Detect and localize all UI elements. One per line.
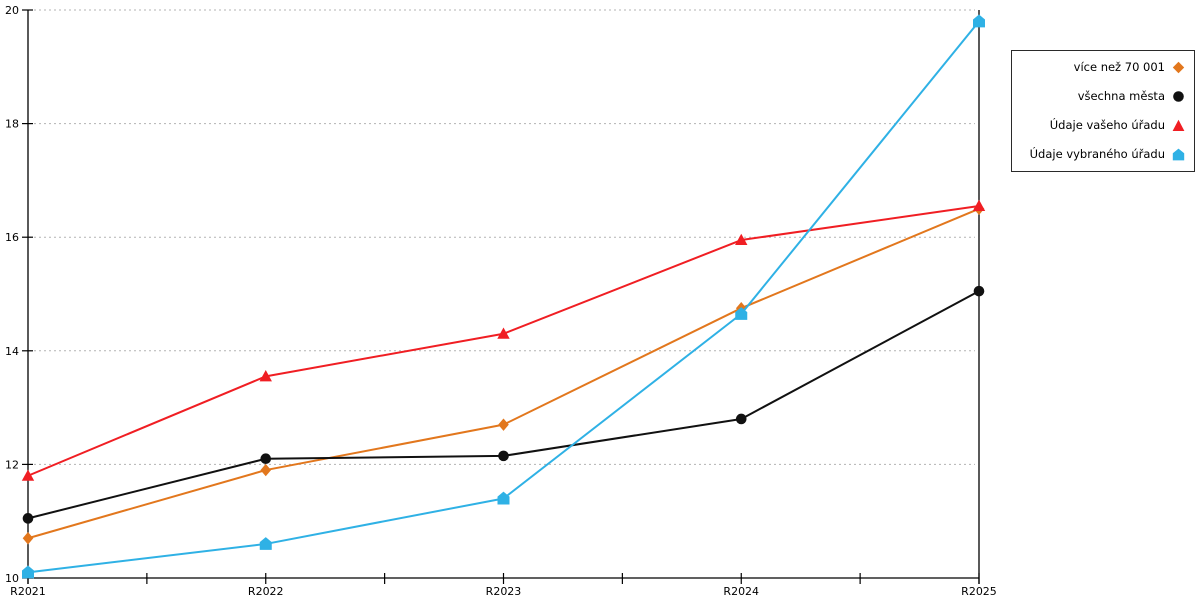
legend-item-vsechna-mesta: všechna města	[1012, 82, 1194, 111]
data-point-triangle	[497, 327, 510, 339]
y-tick-label: 16	[5, 231, 19, 244]
legend-label: Údaje vašeho úřadu	[1049, 117, 1165, 132]
legend-label: všechna města	[1077, 88, 1165, 103]
series-line-0	[27, 207, 980, 540]
x-tick-label: R2021	[10, 585, 46, 598]
data-point-pentagon	[259, 537, 272, 550]
data-point-circle	[260, 453, 272, 465]
x-tick-label: R2025	[961, 585, 997, 598]
legend-item-udaje-vybraneho-uradu: Údaje vybraného úřadu	[1012, 140, 1194, 169]
x-tick-label: R2024	[723, 585, 759, 598]
data-point-triangle	[972, 199, 986, 211]
circle-marker-icon	[1173, 91, 1184, 102]
triangle-marker-icon	[1172, 119, 1185, 131]
data-point-circle	[22, 513, 34, 524]
legend: více než 70 001 všechna města Údaje vaše…	[1011, 50, 1195, 172]
data-point-pentagon	[497, 491, 510, 505]
data-point-pentagon	[22, 565, 34, 579]
y-tick-label: 14	[5, 345, 19, 358]
diamond-shape	[1172, 61, 1185, 74]
x-tick-label: R2023	[486, 585, 522, 598]
data-point-pentagon	[735, 307, 748, 320]
legend-item-udaje-vaseho-uradu: Údaje vašeho úřadu	[1012, 111, 1194, 140]
triangle-shape	[1172, 119, 1185, 131]
legend-label: Údaje vybraného úřadu	[1029, 146, 1165, 161]
x-tick-label: R2022	[248, 585, 284, 598]
diamond-marker-icon	[1172, 61, 1185, 74]
data-point-diamond	[498, 418, 509, 431]
y-tick-label: 20	[5, 4, 19, 17]
data-point-diamond	[260, 463, 272, 477]
data-point-triangle	[259, 370, 272, 382]
data-point-triangle	[735, 233, 748, 246]
data-point-circle	[973, 285, 985, 297]
legend-label: více než 70 001	[1073, 59, 1165, 74]
data-point-pentagon	[973, 14, 985, 28]
pentagon-shape	[1172, 148, 1185, 161]
series-line-2	[27, 204, 980, 477]
y-tick-label: 18	[5, 118, 19, 131]
y-tick-label: 10	[5, 572, 19, 585]
legend-item-vice-nez-70001: více než 70 001	[1012, 53, 1194, 82]
series-line-1	[27, 290, 980, 520]
y-tick-label: 12	[5, 458, 19, 471]
data-point-circle	[735, 413, 747, 425]
pentagon-marker-icon	[1172, 148, 1185, 161]
data-point-triangle	[21, 469, 35, 481]
data-point-diamond	[22, 532, 34, 545]
series-line-3	[27, 20, 980, 574]
circle-shape	[1173, 91, 1184, 102]
data-point-circle	[498, 450, 509, 462]
